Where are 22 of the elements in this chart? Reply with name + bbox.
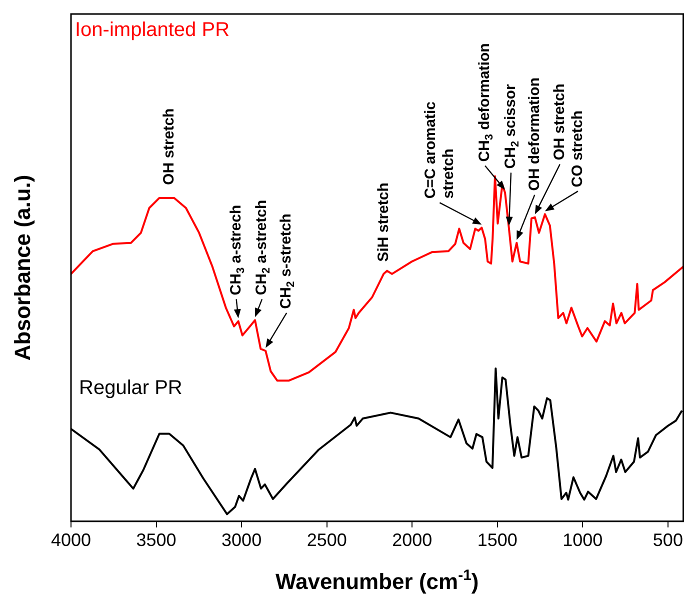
annotation: CH3 deformation: [476, 43, 496, 162]
annotation: OH stretch: [551, 84, 568, 160]
text: Ion-implanted PR: [75, 19, 230, 41]
y-axis-title: Absorbance (a.u.): [10, 174, 35, 361]
annotation: CO stretch: [569, 110, 586, 188]
series-label: Regular PR: [79, 377, 182, 399]
annotation: CH2 s-stretch: [278, 214, 298, 309]
x-tick-label: 500: [652, 530, 683, 550]
annotation: CH3 a-strech: [227, 204, 247, 296]
x-tick-label: 2000: [392, 530, 432, 550]
annotation: CH2 a-stretch: [253, 200, 273, 296]
annotation: OH stretch: [160, 108, 178, 185]
x-tick-label: 1000: [562, 530, 603, 550]
annotation: SiH stretch: [375, 182, 392, 262]
x-tick-label: 3000: [222, 530, 262, 550]
x-tick-label: 4000: [50, 530, 92, 550]
x-tick-label: 3500: [136, 530, 176, 550]
annotation: C=C aromatic stretch: [422, 102, 457, 199]
x-tick-label: 2500: [306, 530, 347, 550]
annotation: OH deformation: [526, 78, 543, 191]
annotation: CH2 scissor: [502, 84, 522, 169]
x-tick-label: 1500: [477, 530, 518, 550]
